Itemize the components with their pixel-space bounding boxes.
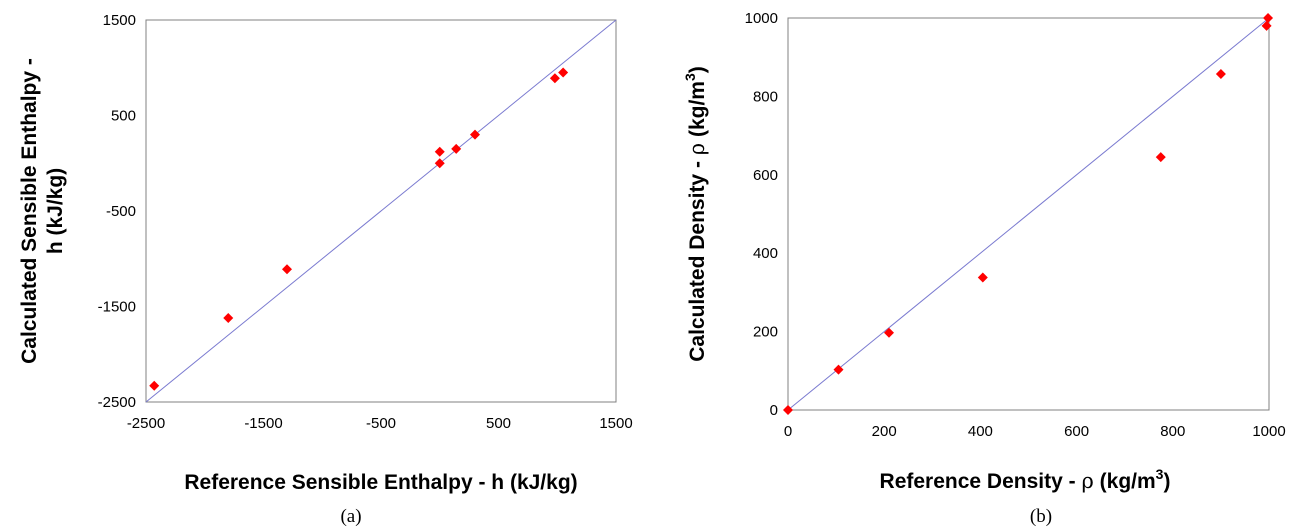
density-y-title-main: Calculated Density - — [686, 155, 709, 362]
enthalpy-chart: -2500 -1500 -500 500 1500 -2500 -1500 -500 500 1… — [18, 12, 633, 527]
data-point — [783, 405, 793, 415]
x-tick-label: -2500 — [127, 415, 165, 432]
enthalpy-y-axis-title-line1: Calculated Sensible Enthalpy - — [18, 58, 41, 364]
y-tick-label: 500 — [111, 108, 136, 125]
density-x-title-sup: 3 — [1156, 466, 1164, 482]
density-y-axis-title: Calculated Density - ρ (kg/m3) — [682, 66, 709, 362]
density-x-axis-title: Reference Density - ρ (kg/m3) — [880, 466, 1171, 493]
data-point — [434, 158, 445, 169]
y-tick-label: -500 — [106, 203, 136, 220]
density-plot-frame — [787, 17, 1270, 411]
enthalpy-plot-frame — [145, 19, 617, 403]
density-y-title-end: ) — [686, 66, 709, 73]
enthalpy-reference-line — [145, 19, 617, 403]
density-x-ticks: 0 200 400 600 800 1000 — [784, 423, 1286, 440]
y-tick-label: 600 — [753, 167, 778, 184]
y-tick-label: 0 — [770, 402, 778, 419]
data-point — [884, 327, 895, 338]
data-point — [223, 312, 234, 323]
enthalpy-x-ticks: -2500 -1500 -500 500 1500 — [127, 415, 633, 432]
x-tick-label: 600 — [1064, 423, 1089, 440]
data-point — [1215, 69, 1226, 80]
data-point — [1263, 13, 1274, 23]
x-tick-label: -500 — [366, 415, 396, 432]
data-point — [977, 272, 988, 283]
enthalpy-y-axis-title-line2: h (kJ/kg) — [44, 168, 67, 254]
data-point — [558, 67, 569, 78]
panel-a-caption: (a) — [340, 506, 361, 527]
enthalpy-y-ticks: -2500 -1500 -500 500 1500 — [98, 12, 136, 411]
y-tick-label: -1500 — [98, 299, 136, 316]
data-point — [549, 73, 560, 84]
x-tick-label: 200 — [872, 423, 897, 440]
x-tick-label: -1500 — [244, 415, 282, 432]
density-x-title-rho: ρ — [1081, 469, 1093, 493]
density-reference-line — [787, 17, 1270, 411]
panel-b-caption: (b) — [1030, 506, 1052, 527]
data-point — [434, 146, 445, 157]
y-tick-label: 1500 — [103, 12, 136, 29]
density-y-ticks: 0 200 400 600 800 1000 — [745, 10, 778, 419]
y-tick-label: 800 — [753, 88, 778, 105]
data-point — [1261, 20, 1272, 31]
x-tick-label: 500 — [486, 415, 511, 432]
x-tick-label: 0 — [784, 423, 792, 440]
data-point — [282, 264, 292, 275]
data-point — [470, 129, 480, 140]
x-tick-label: 1000 — [1252, 423, 1285, 440]
enthalpy-x-axis-title: Reference Sensible Enthalpy - h (kJ/kg) — [184, 471, 577, 494]
density-x-title-unit: (kg/m — [1094, 470, 1156, 493]
data-point — [451, 143, 462, 154]
density-x-title-end: ) — [1163, 470, 1170, 493]
data-point — [149, 380, 160, 391]
data-point — [1155, 152, 1166, 163]
y-tick-label: 400 — [753, 245, 778, 262]
x-tick-label: 1500 — [599, 415, 632, 432]
x-tick-label: 400 — [968, 423, 993, 440]
density-x-title-main: Reference Density - — [880, 470, 1082, 493]
x-tick-label: 800 — [1160, 423, 1185, 440]
density-chart: 0 200 400 600 800 1000 0 200 400 600 800 1000 Refe… — [682, 10, 1286, 527]
y-tick-label: 1000 — [745, 10, 778, 27]
density-y-title-unit: (kg/m — [686, 81, 709, 143]
data-point — [833, 364, 844, 375]
density-y-title-rho: ρ — [685, 143, 709, 155]
enthalpy-points — [149, 67, 569, 391]
y-tick-label: -2500 — [98, 394, 136, 411]
y-tick-label: 200 — [753, 324, 778, 341]
density-y-title-sup: 3 — [682, 73, 698, 81]
density-points — [783, 13, 1274, 415]
